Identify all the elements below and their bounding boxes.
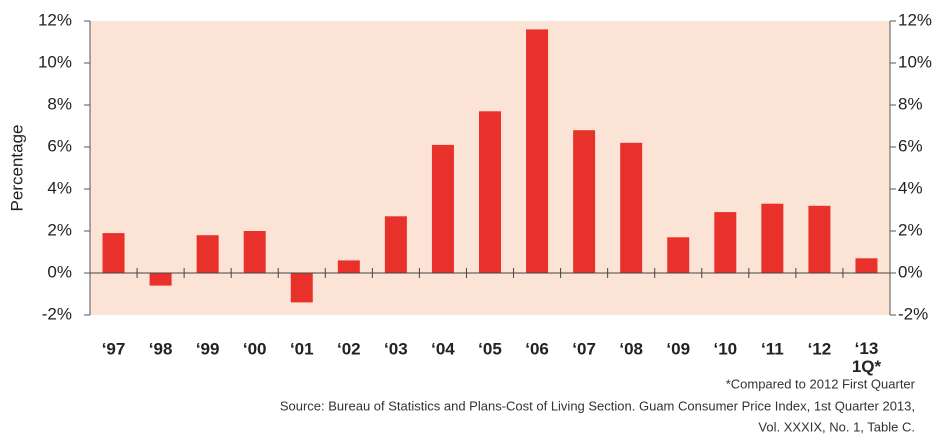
x-tick-label: ‘10	[713, 339, 737, 358]
x-tick-label: ‘08	[619, 339, 643, 358]
x-tick-label: ‘12	[808, 339, 832, 358]
bar	[761, 203, 784, 273]
y-tick-label: 12%	[38, 10, 72, 29]
bar	[526, 29, 549, 274]
y2-tick-label: 10%	[898, 52, 932, 71]
y-tick-label: 2%	[47, 220, 72, 239]
x-tick-label: ‘99	[196, 339, 220, 358]
bar	[431, 144, 454, 273]
y-axis-label: Percentage	[7, 125, 26, 212]
bar	[808, 205, 831, 273]
bar	[479, 111, 501, 273]
bar	[384, 216, 407, 273]
y2-tick-label: 8%	[898, 94, 923, 113]
bar	[667, 237, 690, 273]
bar	[290, 273, 313, 303]
bar	[196, 235, 219, 273]
x-tick-label: ‘13 1Q*	[852, 339, 882, 376]
x-tick-label: ‘04	[431, 339, 455, 358]
source-note: Source: Bureau of Statistics and Plans-C…	[280, 398, 915, 413]
y2-tick-label: 2%	[898, 220, 923, 239]
x-tick-label: ‘07	[572, 339, 596, 358]
y-tick-label: 0%	[47, 262, 72, 281]
y2-tick-label: 4%	[898, 178, 923, 197]
x-tick-label: ‘98	[149, 339, 173, 358]
y-tick-label: 8%	[47, 94, 72, 113]
x-tick-label: ‘06	[525, 339, 549, 358]
y2-tick-label: 0%	[898, 262, 923, 281]
bar	[573, 130, 596, 273]
bar	[714, 212, 737, 273]
bar	[855, 258, 878, 273]
x-tick-label: ‘97	[102, 339, 126, 358]
y-tick-label: 10%	[38, 52, 72, 71]
x-tick-label: ‘09	[666, 339, 690, 358]
source-note: Vol. XXXIX, No. 1, Table C.	[758, 419, 915, 434]
x-tick-label: ‘00	[243, 339, 267, 358]
bar	[149, 273, 172, 286]
y2-tick-label: -2%	[898, 304, 928, 323]
x-tick-label: ‘01	[290, 339, 314, 358]
x-tick-label: ‘03	[384, 339, 408, 358]
bar	[337, 260, 360, 273]
bar	[243, 231, 266, 273]
y-tick-label: -2%	[42, 304, 72, 323]
y-tick-label: 4%	[47, 178, 72, 197]
x-tick-label: ‘05	[478, 339, 502, 358]
y-tick-label: 6%	[47, 136, 72, 155]
footnote: *Compared to 2012 First Quarter	[726, 376, 916, 391]
x-tick-label: ‘02	[337, 339, 361, 358]
bar	[620, 142, 643, 273]
x-tick-label: ‘11	[761, 339, 784, 358]
y2-tick-label: 12%	[898, 10, 932, 29]
bar	[102, 233, 125, 273]
y2-tick-label: 6%	[898, 136, 923, 155]
